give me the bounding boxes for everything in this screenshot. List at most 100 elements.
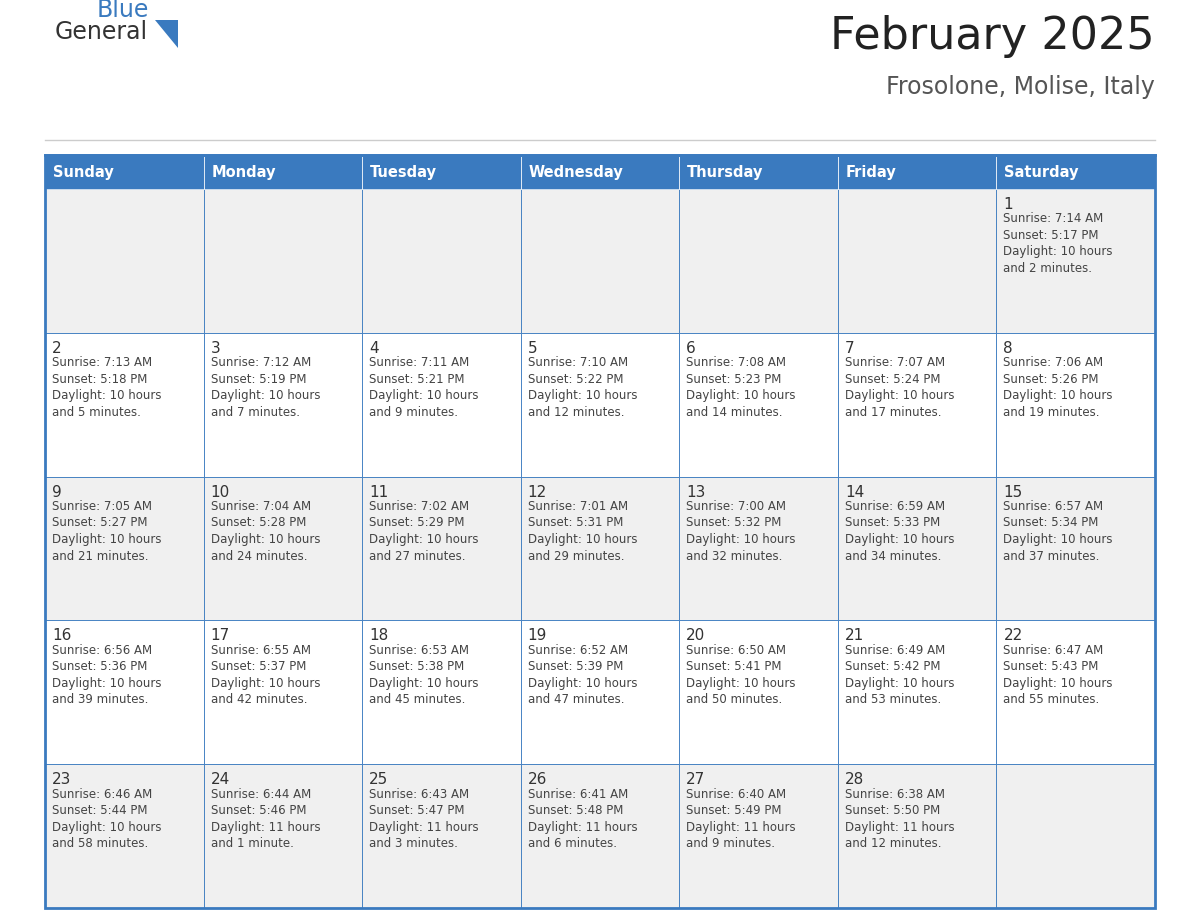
Text: Sunset: 5:28 PM: Sunset: 5:28 PM <box>210 517 307 530</box>
Text: and 37 minutes.: and 37 minutes. <box>1004 550 1100 563</box>
Text: Daylight: 10 hours: Daylight: 10 hours <box>210 533 320 546</box>
Text: 21: 21 <box>845 629 864 644</box>
Text: Sunrise: 6:40 AM: Sunrise: 6:40 AM <box>687 788 786 800</box>
Text: Daylight: 10 hours: Daylight: 10 hours <box>210 677 320 689</box>
Text: Sunrise: 7:04 AM: Sunrise: 7:04 AM <box>210 500 311 513</box>
Text: Daylight: 10 hours: Daylight: 10 hours <box>52 677 162 689</box>
Bar <box>362 155 520 189</box>
Text: Sunset: 5:32 PM: Sunset: 5:32 PM <box>687 517 782 530</box>
Bar <box>838 621 997 764</box>
Text: Daylight: 11 hours: Daylight: 11 hours <box>845 821 954 834</box>
Bar <box>203 189 362 333</box>
Text: Thursday: Thursday <box>687 164 764 180</box>
Text: 2: 2 <box>52 341 62 356</box>
Bar <box>45 155 203 189</box>
Bar <box>45 155 1155 908</box>
Text: Frosolone, Molise, Italy: Frosolone, Molise, Italy <box>886 75 1155 99</box>
Bar <box>997 764 1155 908</box>
Text: and 17 minutes.: and 17 minutes. <box>845 406 941 419</box>
Text: and 53 minutes.: and 53 minutes. <box>845 693 941 706</box>
Text: Sunset: 5:42 PM: Sunset: 5:42 PM <box>845 660 941 673</box>
Text: and 9 minutes.: and 9 minutes. <box>687 837 776 850</box>
Text: Sunset: 5:48 PM: Sunset: 5:48 PM <box>527 804 623 817</box>
Text: General: General <box>55 20 148 44</box>
Text: Blue: Blue <box>97 0 150 22</box>
Text: Sunset: 5:21 PM: Sunset: 5:21 PM <box>369 373 465 386</box>
Text: Sunset: 5:50 PM: Sunset: 5:50 PM <box>845 804 940 817</box>
Text: 9: 9 <box>52 485 62 499</box>
Text: Sunrise: 7:10 AM: Sunrise: 7:10 AM <box>527 356 627 369</box>
Bar <box>997 621 1155 764</box>
Text: and 1 minute.: and 1 minute. <box>210 837 293 850</box>
Text: Sunset: 5:39 PM: Sunset: 5:39 PM <box>527 660 623 673</box>
Text: 19: 19 <box>527 629 548 644</box>
Text: Sunrise: 6:38 AM: Sunrise: 6:38 AM <box>845 788 944 800</box>
Text: and 21 minutes.: and 21 minutes. <box>52 550 148 563</box>
Text: and 34 minutes.: and 34 minutes. <box>845 550 941 563</box>
Text: Daylight: 10 hours: Daylight: 10 hours <box>369 677 479 689</box>
Bar <box>680 621 838 764</box>
Text: Daylight: 10 hours: Daylight: 10 hours <box>687 677 796 689</box>
Text: and 45 minutes.: and 45 minutes. <box>369 693 466 706</box>
Text: Sunset: 5:24 PM: Sunset: 5:24 PM <box>845 373 941 386</box>
Text: Sunrise: 7:06 AM: Sunrise: 7:06 AM <box>1004 356 1104 369</box>
Text: 12: 12 <box>527 485 546 499</box>
Bar <box>838 189 997 333</box>
Text: 27: 27 <box>687 772 706 788</box>
Text: Sunset: 5:31 PM: Sunset: 5:31 PM <box>527 517 623 530</box>
Text: Sunrise: 6:55 AM: Sunrise: 6:55 AM <box>210 644 310 656</box>
Text: and 39 minutes.: and 39 minutes. <box>52 693 148 706</box>
Text: Sunrise: 6:47 AM: Sunrise: 6:47 AM <box>1004 644 1104 656</box>
Text: and 2 minutes.: and 2 minutes. <box>1004 262 1093 274</box>
Text: Sunrise: 6:50 AM: Sunrise: 6:50 AM <box>687 644 786 656</box>
Text: Daylight: 10 hours: Daylight: 10 hours <box>210 389 320 402</box>
Text: Daylight: 10 hours: Daylight: 10 hours <box>687 389 796 402</box>
Text: Daylight: 11 hours: Daylight: 11 hours <box>527 821 637 834</box>
Text: and 29 minutes.: and 29 minutes. <box>527 550 624 563</box>
Bar <box>838 155 997 189</box>
Text: Daylight: 10 hours: Daylight: 10 hours <box>52 533 162 546</box>
Text: 15: 15 <box>1004 485 1023 499</box>
Text: Monday: Monday <box>211 164 276 180</box>
Text: Daylight: 10 hours: Daylight: 10 hours <box>1004 677 1113 689</box>
Bar <box>997 333 1155 476</box>
Text: Daylight: 10 hours: Daylight: 10 hours <box>527 533 637 546</box>
Text: 24: 24 <box>210 772 229 788</box>
Text: Sunset: 5:43 PM: Sunset: 5:43 PM <box>1004 660 1099 673</box>
Text: Sunset: 5:34 PM: Sunset: 5:34 PM <box>1004 517 1099 530</box>
Text: Sunrise: 7:08 AM: Sunrise: 7:08 AM <box>687 356 786 369</box>
Text: Daylight: 10 hours: Daylight: 10 hours <box>845 389 954 402</box>
Bar <box>997 155 1155 189</box>
Text: Daylight: 11 hours: Daylight: 11 hours <box>687 821 796 834</box>
Text: Sunrise: 6:46 AM: Sunrise: 6:46 AM <box>52 788 152 800</box>
Bar <box>362 621 520 764</box>
Bar <box>45 621 203 764</box>
Text: and 5 minutes.: and 5 minutes. <box>52 406 141 419</box>
Text: and 14 minutes.: and 14 minutes. <box>687 406 783 419</box>
Text: Daylight: 10 hours: Daylight: 10 hours <box>527 677 637 689</box>
Text: Sunrise: 6:41 AM: Sunrise: 6:41 AM <box>527 788 628 800</box>
Text: 5: 5 <box>527 341 537 356</box>
Bar <box>45 189 203 333</box>
Text: Sunrise: 7:14 AM: Sunrise: 7:14 AM <box>1004 212 1104 226</box>
Text: Wednesday: Wednesday <box>529 164 624 180</box>
Text: Sunset: 5:26 PM: Sunset: 5:26 PM <box>1004 373 1099 386</box>
Text: Sunrise: 6:49 AM: Sunrise: 6:49 AM <box>845 644 946 656</box>
Text: 4: 4 <box>369 341 379 356</box>
Bar <box>45 764 203 908</box>
Bar <box>362 476 520 621</box>
Text: 22: 22 <box>1004 629 1023 644</box>
Text: 3: 3 <box>210 341 220 356</box>
Text: Sunset: 5:29 PM: Sunset: 5:29 PM <box>369 517 465 530</box>
Text: Sunset: 5:22 PM: Sunset: 5:22 PM <box>527 373 624 386</box>
Text: Daylight: 10 hours: Daylight: 10 hours <box>369 389 479 402</box>
Text: 14: 14 <box>845 485 864 499</box>
Text: Friday: Friday <box>846 164 897 180</box>
Text: and 9 minutes.: and 9 minutes. <box>369 406 459 419</box>
Text: Sunset: 5:37 PM: Sunset: 5:37 PM <box>210 660 307 673</box>
Text: Sunrise: 6:53 AM: Sunrise: 6:53 AM <box>369 644 469 656</box>
Text: and 24 minutes.: and 24 minutes. <box>210 550 307 563</box>
Text: and 32 minutes.: and 32 minutes. <box>687 550 783 563</box>
Text: Daylight: 10 hours: Daylight: 10 hours <box>369 533 479 546</box>
Text: Sunset: 5:23 PM: Sunset: 5:23 PM <box>687 373 782 386</box>
